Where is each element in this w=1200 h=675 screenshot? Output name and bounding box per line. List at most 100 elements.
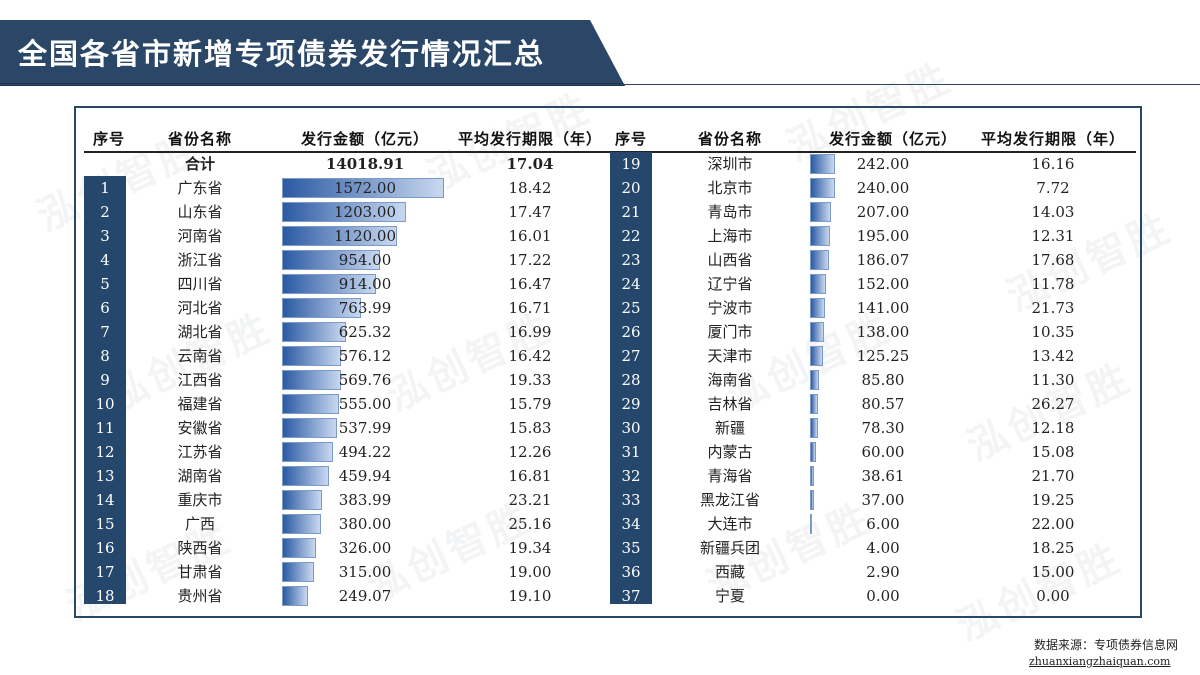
row-avg-term: 11.30 [1031,371,1075,389]
row-avg-term: 12.31 [1031,227,1075,245]
row-avg-term: 15.79 [508,395,552,413]
row-province: 上海市 [707,227,753,245]
row-amount: 914.00 [338,275,392,293]
row-province: 贵州省 [177,587,223,605]
row-province: 四川省 [177,275,223,293]
amount-bar [282,586,308,606]
row-province: 青岛市 [707,203,753,221]
row-amount: 195.00 [856,227,910,245]
amount-bar [810,202,832,222]
row-index: 10 [95,395,115,413]
row-province: 黑龙江省 [699,491,760,509]
index-column-right [610,152,652,604]
row-amount: 60.00 [861,443,905,461]
table-frame [74,106,1142,618]
row-amount: 315.00 [338,563,392,581]
header-term-left: 平均发行期限（年） [457,130,602,148]
row-province: 内蒙古 [707,443,753,461]
row-avg-term: 16.99 [508,323,552,341]
amount-bar [282,442,333,462]
amount-bar [282,298,361,318]
amount-bar [282,538,316,558]
row-province: 广西 [184,515,215,533]
row-index: 6 [100,299,110,317]
row-province: 西藏 [714,563,745,581]
amount-bar [810,514,812,534]
row-province: 甘肃省 [177,563,223,581]
row-avg-term: 16.71 [508,299,552,317]
row-amount: 537.99 [338,419,392,437]
row-province: 重庆市 [177,491,223,509]
row-province: 深圳市 [707,155,753,173]
row-avg-term: 17.47 [508,203,552,221]
row-index: 7 [100,323,110,341]
amount-bar [282,418,338,438]
amount-bar [282,274,377,294]
row-avg-term: 14.03 [1031,203,1075,221]
row-amount: 186.07 [856,251,910,269]
row-province: 大连市 [707,515,753,533]
header-amount-left: 发行金额（亿元） [300,130,429,148]
source-link[interactable]: zhuanxiangzhaiquan.com [1029,655,1171,668]
row-province: 浙江省 [177,251,223,269]
row-province: 青海省 [707,467,753,485]
row-avg-term: 21.73 [1031,299,1075,317]
row-province: 陕西省 [177,539,223,557]
row-amount: 242.00 [856,155,910,173]
page-title: 全国各省市新增专项债券发行情况汇总 [18,37,546,71]
header-term-right: 平均发行期限（年） [980,130,1125,148]
amount-bar [282,562,315,582]
row-amount: 380.00 [338,515,392,533]
header-province-left: 省份名称 [167,130,232,148]
amount-bar [810,418,819,438]
row-province: 江西省 [177,371,223,389]
row-avg-term: 12.26 [508,443,552,461]
amount-bar [282,490,322,510]
row-index: 13 [95,467,115,485]
row-index: 12 [95,443,115,461]
row-province: 天津市 [707,347,753,365]
row-index: 35 [621,539,641,557]
row-index: 27 [621,347,641,365]
row-index: 30 [621,419,641,437]
row-avg-term: 17.68 [1031,251,1075,269]
row-amount: 1203.00 [333,203,397,221]
amount-bar [282,370,341,390]
header-province-right: 省份名称 [697,130,762,148]
amount-bar [810,298,825,318]
row-avg-term: 19.25 [1031,491,1075,509]
amount-bar [282,346,342,366]
row-avg-term: 0.00 [1036,587,1070,605]
row-avg-term: 19.33 [508,371,552,389]
row-amount: 459.94 [338,467,392,485]
data-source: 数据来源：专项债券信息网 [1034,638,1179,652]
row-amount: 152.00 [856,275,910,293]
row-province: 广东省 [177,179,223,197]
row-amount: 763.99 [338,299,392,317]
amount-bar [810,466,814,486]
row-index: 19 [621,155,641,173]
row-amount: 1572.00 [333,179,397,197]
amount-bar [282,178,444,198]
row-index: 31 [621,443,641,461]
row-province: 厦门市 [707,323,753,341]
row-avg-term: 16.47 [508,275,552,293]
amount-bar [810,154,835,174]
row-avg-term: 19.34 [508,539,552,557]
row-province: 山东省 [177,203,223,221]
row-province: 湖北省 [177,323,223,341]
row-index: 18 [95,587,115,605]
row-avg-term: 23.21 [508,491,552,509]
row-avg-term: 21.70 [1031,467,1075,485]
row-amount: 80.57 [861,395,905,413]
row-avg-term: 11.78 [1031,275,1075,293]
row-amount: 2.90 [866,563,900,581]
amount-bar [810,250,830,270]
header-amount-right: 发行金额（亿元） [828,130,957,148]
row-index: 37 [621,587,641,605]
row-index: 26 [621,323,641,341]
row-avg-term: 7.72 [1036,179,1070,197]
amount-bar [810,394,819,414]
row-avg-term: 26.27 [1031,395,1075,413]
row-avg-term: 25.16 [508,515,552,533]
